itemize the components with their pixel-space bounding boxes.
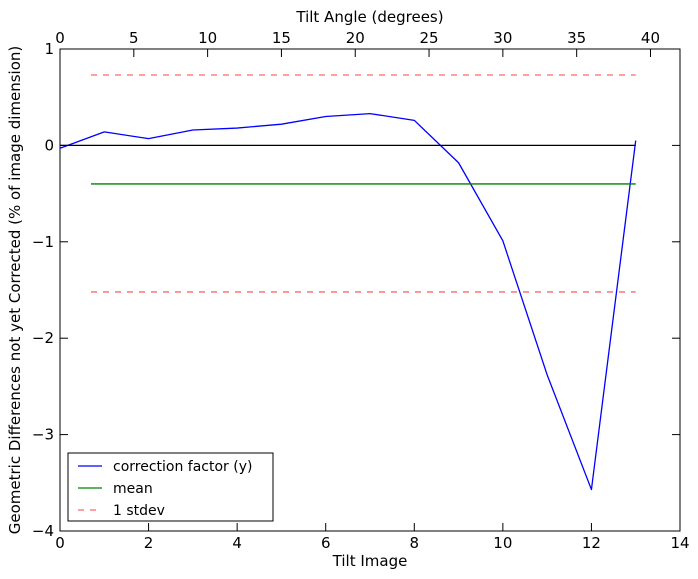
legend-label-mean: mean — [113, 481, 153, 497]
top-tick-label: 30 — [493, 29, 512, 47]
series-layer — [59, 74, 637, 491]
top-tick-label: 20 — [346, 29, 365, 47]
x-tick-label: 8 — [410, 534, 420, 552]
legend-box — [67, 452, 274, 522]
y-tick-label: 1 — [44, 40, 54, 58]
top-tick-label: 0 — [55, 29, 65, 47]
top-tick-label: 10 — [198, 29, 217, 47]
series-correction-factor-line — [59, 112, 637, 491]
y-tick-label: −4 — [32, 522, 54, 540]
top-axis-title: Tilt Angle (degrees) — [295, 8, 443, 26]
top-tick-label: 40 — [641, 29, 660, 47]
top-tick-label: 25 — [420, 29, 439, 47]
x-tick-label: 14 — [670, 534, 689, 552]
x-tick-label: 2 — [144, 534, 154, 552]
x-tick-label: 4 — [232, 534, 242, 552]
y-tick-label: −1 — [32, 233, 54, 251]
x-tick-label: 12 — [582, 534, 601, 552]
top-tick-label: 15 — [272, 29, 291, 47]
legend-label-correction: correction factor (y) — [113, 459, 252, 475]
top-tick-label: 35 — [567, 29, 586, 47]
y-tick-label: 0 — [44, 136, 54, 154]
top-tick-label: 5 — [129, 29, 139, 47]
x-tick-label: 10 — [493, 534, 512, 552]
x-axis-title: Tilt Image — [332, 552, 408, 570]
y-axis-title: Geometric Differences not yet Corrected … — [6, 46, 24, 535]
legend-label-stdev: 1 stdev — [113, 503, 165, 519]
y-tick-label: −2 — [32, 329, 54, 347]
y-tick-label: −3 — [32, 426, 54, 444]
x-tick-label: 0 — [55, 534, 65, 552]
legend: correction factor (y) mean 1 stdev — [67, 452, 274, 522]
x-tick-label: 6 — [321, 534, 331, 552]
